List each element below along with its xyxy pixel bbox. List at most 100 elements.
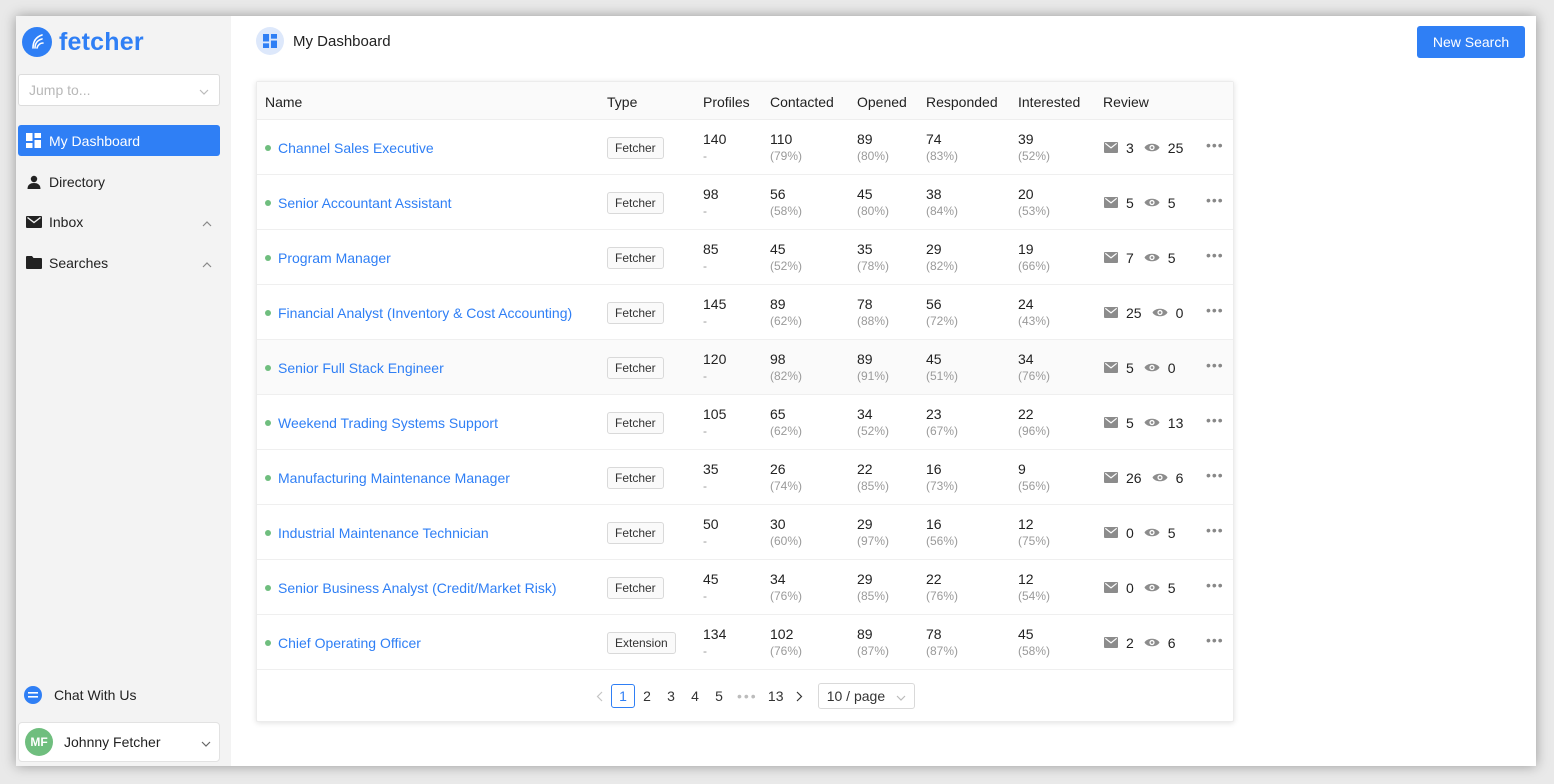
eye-icon[interactable] <box>1144 250 1160 266</box>
search-name-link[interactable]: Program Manager <box>278 250 391 266</box>
more-actions-icon[interactable]: ••• <box>1206 137 1224 153</box>
logo[interactable]: fetcher <box>22 26 144 58</box>
responded-percent: (84%) <box>926 204 959 218</box>
chat-with-us-link[interactable]: Chat With Us <box>24 686 136 704</box>
search-name-link[interactable]: Manufacturing Maintenance Manager <box>278 470 510 486</box>
page-4-button[interactable]: 4 <box>691 688 699 704</box>
more-actions-icon[interactable]: ••• <box>1206 302 1224 318</box>
review-view-count: 25 <box>1167 140 1184 156</box>
table-row[interactable]: Program Manager Fetcher 85 - 45 (52%) 35 (78%) 2… <box>257 230 1233 285</box>
interested-value: 22 <box>1018 406 1034 422</box>
search-name-link[interactable]: Industrial Maintenance Technician <box>278 525 489 541</box>
interested-value: 34 <box>1018 351 1034 367</box>
responded-percent: (87%) <box>926 644 959 658</box>
next-page-button[interactable] <box>788 684 812 708</box>
user-menu[interactable]: MF Johnny Fetcher <box>18 722 220 762</box>
chevron-up-icon[interactable] <box>202 214 212 230</box>
mail-icon[interactable] <box>1104 360 1118 376</box>
eye-icon[interactable] <box>1152 305 1168 321</box>
responded-percent: (82%) <box>926 259 959 273</box>
mail-icon[interactable] <box>1104 415 1118 431</box>
eye-icon[interactable] <box>1144 580 1160 596</box>
page-1-button[interactable]: 1 <box>611 684 635 708</box>
mail-icon[interactable] <box>1104 140 1118 156</box>
search-name-link[interactable]: Channel Sales Executive <box>278 140 434 156</box>
search-name-link[interactable]: Senior Accountant Assistant <box>278 195 452 211</box>
mail-icon[interactable] <box>1104 470 1118 486</box>
search-name-link[interactable]: Senior Business Analyst (Credit/Market R… <box>278 580 557 596</box>
review-mail-count: 0 <box>1126 580 1134 596</box>
table-row[interactable]: Senior Accountant Assistant Fetcher 98 - 56 (… <box>257 175 1233 230</box>
search-name-link[interactable]: Financial Analyst (Inventory & Cost Acco… <box>278 305 573 321</box>
mail-icon[interactable] <box>1104 580 1118 596</box>
contacted-value: 30 <box>770 516 786 532</box>
type-tag: Fetcher <box>607 192 664 214</box>
table-row[interactable]: Senior Full Stack Engineer Fetcher 120 - 98 (… <box>257 340 1233 395</box>
more-actions-icon[interactable]: ••• <box>1206 577 1224 593</box>
contacted-value: 110 <box>770 131 793 147</box>
search-name-link[interactable]: Weekend Trading Systems Support <box>278 415 498 431</box>
search-name-link[interactable]: Senior Full Stack Engineer <box>278 360 444 376</box>
table-row[interactable]: Weekend Trading Systems Support Fetcher 10… <box>257 395 1233 450</box>
review-mail-count: 26 <box>1126 470 1142 486</box>
table-row[interactable]: Manufacturing Maintenance Manager Fetcher… <box>257 450 1233 505</box>
more-actions-icon[interactable]: ••• <box>1206 632 1224 648</box>
mail-icon[interactable] <box>1104 250 1118 266</box>
mail-icon[interactable] <box>1104 525 1118 541</box>
column-header-name: Name <box>265 94 303 110</box>
contacted-value: 26 <box>770 461 786 477</box>
interested-percent: (66%) <box>1018 259 1051 273</box>
sidebar-item-searches[interactable]: Searches <box>18 247 220 278</box>
sidebar-item-inbox[interactable]: Inbox <box>18 206 220 237</box>
opened-percent: (80%) <box>857 149 890 163</box>
mail-icon[interactable] <box>1104 635 1118 651</box>
more-actions-icon[interactable]: ••• <box>1206 247 1224 263</box>
opened-value: 34 <box>857 406 873 422</box>
search-name-link[interactable]: Chief Operating Officer <box>278 635 421 651</box>
page-size-select[interactable]: 10 / page <box>817 683 915 709</box>
eye-icon[interactable] <box>1144 525 1160 541</box>
status-dot <box>265 475 271 481</box>
table-row[interactable]: Chief Operating Officer Extension 134 - 102 (… <box>257 615 1233 670</box>
contacted-value: 89 <box>770 296 786 312</box>
eye-icon[interactable] <box>1144 140 1160 156</box>
more-actions-icon[interactable]: ••• <box>1206 522 1224 538</box>
eye-icon[interactable] <box>1144 415 1160 431</box>
page-last-button[interactable]: 13 <box>767 688 784 704</box>
interested-value: 19 <box>1018 241 1034 257</box>
jump-to-select[interactable]: Jump to... <box>18 74 220 106</box>
sidebar-item-directory[interactable]: Directory <box>18 166 220 197</box>
page-2-button[interactable]: 2 <box>643 688 651 704</box>
page-5-button[interactable]: 5 <box>715 688 723 704</box>
more-actions-icon[interactable]: ••• <box>1206 467 1224 483</box>
responded-percent: (72%) <box>926 314 959 328</box>
eye-icon[interactable] <box>1144 195 1160 211</box>
status-dot <box>265 585 271 591</box>
prev-page-button[interactable] <box>587 684 611 708</box>
mail-icon[interactable] <box>1104 195 1118 211</box>
responded-value: 23 <box>926 406 942 422</box>
chevron-up-icon[interactable] <box>202 255 212 271</box>
mail-icon[interactable] <box>1104 305 1118 321</box>
table-row[interactable]: Financial Analyst (Inventory & Cost Acco… <box>257 285 1233 340</box>
eye-icon[interactable] <box>1152 470 1168 486</box>
sidebar-item-my-dashboard[interactable]: My Dashboard <box>18 125 220 156</box>
responded-value: 56 <box>926 296 942 312</box>
table-row[interactable]: Channel Sales Executive Fetcher 140 - 110 (79… <box>257 120 1233 175</box>
profiles-sub: - <box>703 369 707 383</box>
review-mail-count: 5 <box>1126 360 1134 376</box>
responded-value: 16 <box>926 516 942 532</box>
more-actions-icon[interactable]: ••• <box>1206 357 1224 373</box>
page-3-button[interactable]: 3 <box>667 688 675 704</box>
page-ellipsis[interactable]: ••• <box>737 688 758 704</box>
eye-icon[interactable] <box>1144 360 1160 376</box>
more-actions-icon[interactable]: ••• <box>1206 412 1224 428</box>
eye-icon[interactable] <box>1144 635 1160 651</box>
contacted-percent: (52%) <box>770 259 803 273</box>
table-row[interactable]: Senior Business Analyst (Credit/Market R… <box>257 560 1233 615</box>
responded-value: 16 <box>926 461 942 477</box>
new-search-button[interactable]: New Search <box>1417 26 1525 58</box>
interested-value: 12 <box>1018 571 1034 587</box>
table-row[interactable]: Industrial Maintenance Technician Fetcher… <box>257 505 1233 560</box>
more-actions-icon[interactable]: ••• <box>1206 192 1224 208</box>
